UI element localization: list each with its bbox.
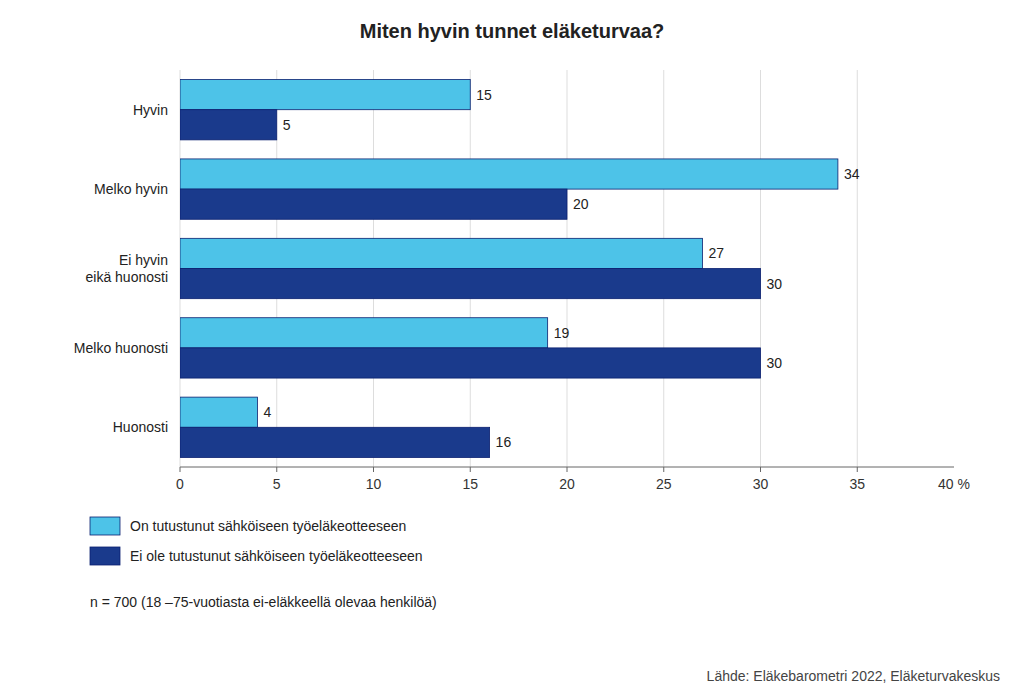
tick-label: 5 (273, 476, 281, 492)
data-label: 16 (496, 434, 512, 450)
grid (180, 70, 857, 467)
tick (373, 467, 374, 472)
source: Lähde: Eläkebarometri 2022, Eläketurvake… (707, 668, 1000, 684)
tick (857, 467, 858, 472)
tick (567, 467, 568, 472)
annotation: 40 % (938, 476, 970, 492)
tick-label: 35 (849, 476, 865, 492)
tick (760, 467, 761, 472)
grid-line (857, 70, 858, 467)
category-label: Melko hyvin (94, 181, 168, 197)
bars (180, 80, 838, 458)
background (0, 0, 1024, 697)
legend-swatch (90, 547, 120, 565)
data-label: 20 (573, 196, 589, 212)
category-label: Huonosti (113, 419, 168, 435)
data-labels: 15 34 27 19 4 5 20 30 30 16 (263, 87, 859, 451)
tick (276, 467, 277, 472)
data-label: 30 (767, 276, 783, 292)
data-label: 30 (767, 355, 783, 371)
tick (470, 467, 471, 472)
data-label: 19 (554, 325, 570, 341)
tick-label: 10 (366, 476, 382, 492)
category-label: Melko huonosti (74, 340, 168, 356)
tick-label: 0 (176, 476, 184, 492)
bar (180, 348, 761, 378)
legend-label: Ei ole tutustunut sähköiseen työeläkeott… (130, 548, 423, 564)
legend-swatch (90, 517, 120, 535)
bar (180, 189, 567, 219)
chart: Miten hyvin tunnet eläketurvaa? 0 5 10 15 20 2… (0, 0, 1024, 697)
data-label: 5 (283, 117, 291, 133)
category-label: Ei hyvineikä huonosti (85, 252, 168, 285)
bar (180, 318, 548, 348)
bar (180, 238, 702, 268)
tick (180, 467, 181, 472)
tick-label: 20 (559, 476, 575, 492)
bar (180, 427, 490, 457)
category-label: Hyvin (133, 102, 168, 118)
data-label: 34 (844, 166, 860, 182)
bar (180, 397, 257, 427)
note: n = 700 (18 –75-vuotiasta ei-eläkkeellä … (90, 594, 437, 610)
tick-label: 25 (656, 476, 672, 492)
x-axis (180, 467, 954, 468)
tick-label: 15 (462, 476, 478, 492)
title: Miten hyvin tunnet eläketurvaa? (360, 20, 665, 42)
tick-label: 30 (753, 476, 769, 492)
bar (180, 110, 277, 140)
legend: On tutustunut sähköiseen työeläkeotteese… (90, 517, 423, 565)
bar (180, 269, 761, 299)
bar (180, 80, 470, 110)
data-label: 27 (708, 245, 724, 261)
data-label: 4 (263, 404, 271, 420)
bar (180, 159, 838, 189)
legend-label: On tutustunut sähköiseen työeläkeotteese… (130, 518, 406, 534)
tick (663, 467, 664, 472)
data-label: 15 (476, 87, 492, 103)
